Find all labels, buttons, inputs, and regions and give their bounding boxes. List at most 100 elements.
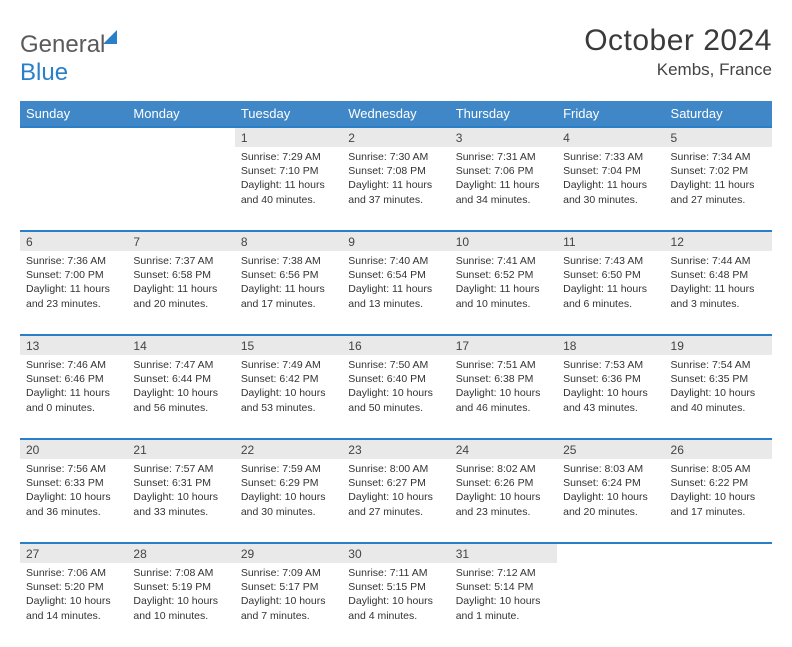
- sunset-label: Sunset: 7:04 PM: [563, 164, 658, 178]
- day-content-cell: Sunrise: 7:37 AMSunset: 6:58 PMDaylight:…: [127, 251, 234, 335]
- daynum-row: 20212223242526: [20, 439, 772, 459]
- daylight-label: Daylight: 10 hours and 53 minutes.: [241, 386, 336, 414]
- daylight-label: Daylight: 11 hours and 3 minutes.: [671, 282, 766, 310]
- day-number-cell: 19: [665, 335, 772, 355]
- sunset-label: Sunset: 6:56 PM: [241, 268, 336, 282]
- sunset-label: Sunset: 5:15 PM: [348, 580, 443, 594]
- day-number-cell: 11: [557, 231, 664, 251]
- daynum-row: 6789101112: [20, 231, 772, 251]
- day-number-cell: 7: [127, 231, 234, 251]
- daylight-label: Daylight: 10 hours and 14 minutes.: [26, 594, 121, 622]
- sunrise-label: Sunrise: 8:05 AM: [671, 462, 766, 476]
- daylight-label: Daylight: 10 hours and 56 minutes.: [133, 386, 228, 414]
- content-row: Sunrise: 7:29 AMSunset: 7:10 PMDaylight:…: [20, 147, 772, 231]
- sunset-label: Sunset: 5:17 PM: [241, 580, 336, 594]
- day-content-cell: Sunrise: 7:12 AMSunset: 5:14 PMDaylight:…: [450, 563, 557, 647]
- daylight-label: Daylight: 10 hours and 1 minute.: [456, 594, 551, 622]
- day-number-cell: 12: [665, 231, 772, 251]
- day-content-cell: [20, 147, 127, 231]
- day-content-cell: Sunrise: 7:43 AMSunset: 6:50 PMDaylight:…: [557, 251, 664, 335]
- daylight-label: Daylight: 11 hours and 30 minutes.: [563, 178, 658, 206]
- day-number-cell: [127, 127, 234, 147]
- day-number-cell: 14: [127, 335, 234, 355]
- sunset-label: Sunset: 6:46 PM: [26, 372, 121, 386]
- sunrise-label: Sunrise: 7:37 AM: [133, 254, 228, 268]
- sunset-label: Sunset: 7:08 PM: [348, 164, 443, 178]
- weekday-header: Monday: [127, 101, 234, 127]
- day-number-cell: 24: [450, 439, 557, 459]
- daylight-label: Daylight: 10 hours and 36 minutes.: [26, 490, 121, 518]
- sunset-label: Sunset: 6:33 PM: [26, 476, 121, 490]
- day-number-cell: [665, 543, 772, 563]
- day-number-cell: 13: [20, 335, 127, 355]
- day-content-cell: Sunrise: 7:11 AMSunset: 5:15 PMDaylight:…: [342, 563, 449, 647]
- sunset-label: Sunset: 6:58 PM: [133, 268, 228, 282]
- day-content-cell: Sunrise: 7:51 AMSunset: 6:38 PMDaylight:…: [450, 355, 557, 439]
- sunset-label: Sunset: 6:24 PM: [563, 476, 658, 490]
- day-number-cell: 16: [342, 335, 449, 355]
- sunset-label: Sunset: 6:36 PM: [563, 372, 658, 386]
- day-content-cell: Sunrise: 7:08 AMSunset: 5:19 PMDaylight:…: [127, 563, 234, 647]
- weekday-header: Friday: [557, 101, 664, 127]
- day-content-cell: Sunrise: 7:09 AMSunset: 5:17 PMDaylight:…: [235, 563, 342, 647]
- sunset-label: Sunset: 6:44 PM: [133, 372, 228, 386]
- day-content-cell: Sunrise: 7:50 AMSunset: 6:40 PMDaylight:…: [342, 355, 449, 439]
- daylight-label: Daylight: 10 hours and 4 minutes.: [348, 594, 443, 622]
- day-number-cell: 27: [20, 543, 127, 563]
- sunset-label: Sunset: 5:14 PM: [456, 580, 551, 594]
- weekday-header: Wednesday: [342, 101, 449, 127]
- sunrise-label: Sunrise: 7:11 AM: [348, 566, 443, 580]
- sunrise-label: Sunrise: 7:08 AM: [133, 566, 228, 580]
- sunset-label: Sunset: 6:54 PM: [348, 268, 443, 282]
- sunrise-label: Sunrise: 7:12 AM: [456, 566, 551, 580]
- daylight-label: Daylight: 10 hours and 20 minutes.: [563, 490, 658, 518]
- day-number-cell: 29: [235, 543, 342, 563]
- day-content-cell: Sunrise: 7:54 AMSunset: 6:35 PMDaylight:…: [665, 355, 772, 439]
- daylight-label: Daylight: 10 hours and 23 minutes.: [456, 490, 551, 518]
- sunrise-label: Sunrise: 7:59 AM: [241, 462, 336, 476]
- daylight-label: Daylight: 10 hours and 40 minutes.: [671, 386, 766, 414]
- day-content-cell: Sunrise: 7:53 AMSunset: 6:36 PMDaylight:…: [557, 355, 664, 439]
- sunset-label: Sunset: 6:27 PM: [348, 476, 443, 490]
- sunrise-label: Sunrise: 7:44 AM: [671, 254, 766, 268]
- calendar-body: 12345Sunrise: 7:29 AMSunset: 7:10 PMDayl…: [20, 127, 772, 647]
- day-number-cell: 25: [557, 439, 664, 459]
- day-content-cell: [665, 563, 772, 647]
- sunrise-label: Sunrise: 7:40 AM: [348, 254, 443, 268]
- day-content-cell: Sunrise: 7:44 AMSunset: 6:48 PMDaylight:…: [665, 251, 772, 335]
- daylight-label: Daylight: 10 hours and 50 minutes.: [348, 386, 443, 414]
- sunrise-label: Sunrise: 7:56 AM: [26, 462, 121, 476]
- sunset-label: Sunset: 6:42 PM: [241, 372, 336, 386]
- day-number-cell: 8: [235, 231, 342, 251]
- logo-part1: General: [20, 31, 105, 58]
- day-number-cell: 1: [235, 127, 342, 147]
- sunset-label: Sunset: 6:38 PM: [456, 372, 551, 386]
- sunrise-label: Sunrise: 7:29 AM: [241, 150, 336, 164]
- content-row: Sunrise: 7:06 AMSunset: 5:20 PMDaylight:…: [20, 563, 772, 647]
- sunrise-label: Sunrise: 7:38 AM: [241, 254, 336, 268]
- day-number-cell: 23: [342, 439, 449, 459]
- header: General Blue October 2024 Kembs, France: [20, 24, 772, 87]
- sunrise-label: Sunrise: 7:57 AM: [133, 462, 228, 476]
- daylight-label: Daylight: 10 hours and 17 minutes.: [671, 490, 766, 518]
- daynum-row: 13141516171819: [20, 335, 772, 355]
- sunset-label: Sunset: 6:48 PM: [671, 268, 766, 282]
- calendar-table: SundayMondayTuesdayWednesdayThursdayFrid…: [20, 101, 772, 647]
- sunrise-label: Sunrise: 7:31 AM: [456, 150, 551, 164]
- sunrise-label: Sunrise: 7:34 AM: [671, 150, 766, 164]
- daylight-label: Daylight: 11 hours and 6 minutes.: [563, 282, 658, 310]
- day-number-cell: 26: [665, 439, 772, 459]
- daylight-label: Daylight: 11 hours and 10 minutes.: [456, 282, 551, 310]
- day-content-cell: Sunrise: 7:49 AMSunset: 6:42 PMDaylight:…: [235, 355, 342, 439]
- sunrise-label: Sunrise: 8:00 AM: [348, 462, 443, 476]
- daylight-label: Daylight: 11 hours and 0 minutes.: [26, 386, 121, 414]
- day-number-cell: 22: [235, 439, 342, 459]
- day-content-cell: Sunrise: 8:00 AMSunset: 6:27 PMDaylight:…: [342, 459, 449, 543]
- sunset-label: Sunset: 7:06 PM: [456, 164, 551, 178]
- day-number-cell: 31: [450, 543, 557, 563]
- day-content-cell: Sunrise: 7:34 AMSunset: 7:02 PMDaylight:…: [665, 147, 772, 231]
- sunrise-label: Sunrise: 7:51 AM: [456, 358, 551, 372]
- day-number-cell: 30: [342, 543, 449, 563]
- content-row: Sunrise: 7:56 AMSunset: 6:33 PMDaylight:…: [20, 459, 772, 543]
- day-content-cell: Sunrise: 7:06 AMSunset: 5:20 PMDaylight:…: [20, 563, 127, 647]
